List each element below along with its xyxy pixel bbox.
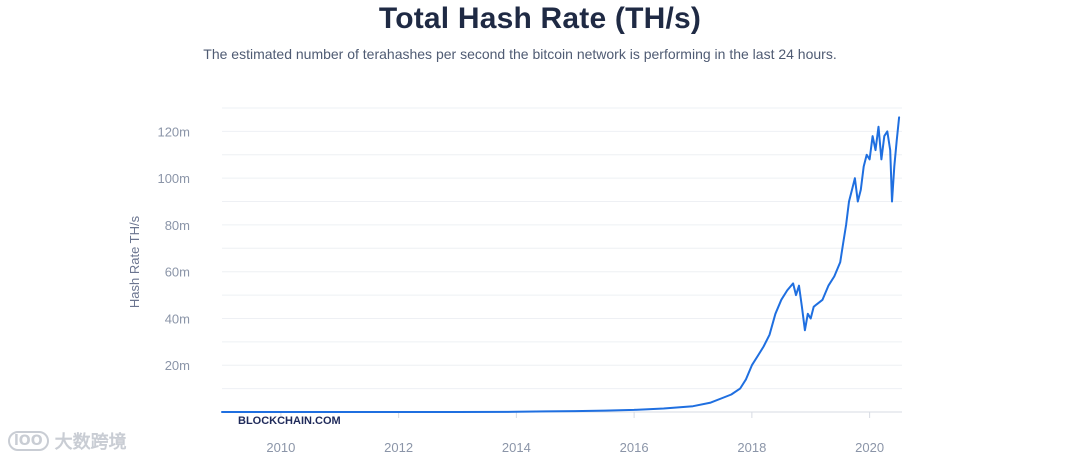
grid-lines xyxy=(222,107,902,390)
y-tick-label: 40m xyxy=(165,311,190,326)
watermark-logo-icon: lOO xyxy=(8,431,49,451)
y-tick-label: 100m xyxy=(157,171,190,186)
y-tick-labels: 20m 40m 60m 80m 100m 120m xyxy=(157,124,190,373)
y-tick-label: 120m xyxy=(157,124,190,139)
y-tick-label: 80m xyxy=(165,218,190,233)
x-tick-label: 2018 xyxy=(737,440,766,455)
x-tick-label: 2014 xyxy=(502,440,531,455)
y-tick-label: 20m xyxy=(165,358,190,373)
hash-rate-series-line xyxy=(221,116,901,413)
chart-title: Total Hash Rate (TH/s) xyxy=(378,2,702,35)
watermark: lOO 大数跨境 xyxy=(8,428,127,454)
x-tick-label: 2020 xyxy=(855,440,884,455)
chart-subtitle: The estimated number of terahashes per s… xyxy=(203,46,837,62)
x-tick-label: 2010 xyxy=(266,440,295,455)
x-tick-label: 2016 xyxy=(620,440,649,455)
watermark-text: 大数跨境 xyxy=(54,432,127,453)
blockchain-brand-label: BLOCKCHAIN.COM xyxy=(238,415,341,427)
y-tick-label: 60m xyxy=(165,265,190,280)
x-tick-label: 2012 xyxy=(384,440,413,455)
y-axis-label: Hash Rate TH/s xyxy=(127,215,142,308)
x-tick-labels: 2010 2012 2014 2016 2018 2020 xyxy=(266,412,884,455)
